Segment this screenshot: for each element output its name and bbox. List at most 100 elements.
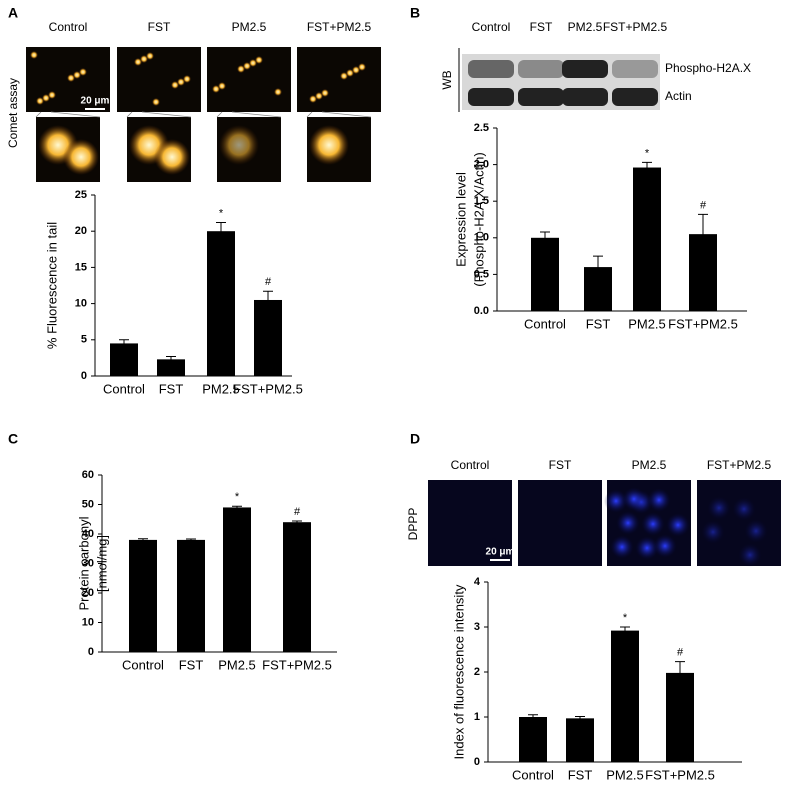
error-bar: [593, 255, 603, 279]
micrograph-spot: [183, 75, 191, 83]
y-tick-label: 5: [81, 334, 87, 346]
y-tick-label: 2: [474, 666, 480, 678]
blot-band: [468, 60, 514, 78]
micrograph-spot: [653, 534, 677, 558]
zoom-line: [50, 111, 101, 118]
y-axis-label: Index of fluorescence intensity: [451, 584, 466, 759]
row-label: WB: [440, 70, 454, 89]
micrograph-spot: [616, 511, 640, 535]
x-tick-label: Control: [524, 316, 566, 331]
micrograph-spot: [73, 71, 81, 79]
error-bar: [263, 290, 273, 309]
blot-label: Actin: [665, 89, 692, 103]
x-tick-label: FST: [159, 381, 184, 396]
bar: [633, 167, 661, 311]
error-bar: [216, 222, 226, 240]
panel-label: D: [410, 431, 420, 447]
micrograph-spot: [134, 58, 142, 66]
bar: [566, 718, 594, 762]
micrograph-spot: [622, 487, 646, 511]
micrograph-spot: [346, 69, 354, 77]
blot-label: Phospho-H2A.X: [665, 61, 751, 75]
micrograph-spot: [237, 65, 245, 73]
error-bar: [642, 161, 652, 173]
image-column-label: PM2.5: [232, 20, 267, 34]
micrograph-spot: [255, 56, 263, 64]
micrograph-spot: [315, 92, 323, 100]
bar: [531, 237, 559, 311]
error-bar: [540, 231, 550, 244]
error-bar: [138, 538, 148, 542]
y-axis-label: % Fluorescence in tail: [44, 222, 59, 349]
error-bar: [620, 626, 630, 635]
x-tick-label: FST+PM2.5: [668, 316, 738, 331]
bar: [110, 343, 138, 376]
lane-label: PM2.5: [568, 20, 603, 34]
y-tick-label: 40: [82, 528, 94, 540]
x-tick-label: PM2.5: [218, 657, 256, 672]
micrograph: [428, 480, 512, 566]
micrograph-spot: [140, 55, 148, 63]
y-tick-label: 50: [82, 498, 94, 510]
image-column-label: FST+PM2.5: [707, 458, 772, 472]
y-tick-label: 1: [474, 711, 480, 723]
y-tick-label: 1.5: [474, 195, 489, 207]
micrograph: [207, 47, 291, 112]
y-tick-label: 20: [82, 587, 94, 599]
micrograph-spot: [79, 68, 87, 76]
y-axis-label: [nmol/mg]: [94, 535, 109, 592]
micrograph-spot: [352, 66, 360, 74]
micrograph-spot: [641, 512, 665, 536]
y-tick-label: 0: [81, 370, 87, 382]
bar: [611, 630, 639, 762]
image-column-label: PM2.5: [632, 458, 667, 472]
panel-label: B: [410, 5, 420, 21]
micrograph-spot: [243, 62, 251, 70]
bar: [207, 231, 235, 376]
micrograph-spot: [146, 52, 154, 60]
micrograph: [518, 480, 602, 566]
micrograph-spot: [249, 59, 257, 67]
zoom-line: [35, 111, 42, 118]
x-tick-label: FST: [586, 316, 611, 331]
y-tick-label: 30: [82, 557, 94, 569]
micrograph-spot: [744, 519, 768, 543]
bar: [283, 522, 311, 652]
y-axis-label: (Phospho-H2A.X/Actin): [471, 152, 486, 286]
y-tick-label: 25: [75, 189, 87, 201]
zoom-line: [321, 111, 372, 118]
y-tick-label: 2.5: [474, 122, 489, 134]
significance-mark: *: [219, 207, 224, 219]
micrograph: [297, 47, 381, 112]
zoom-line: [306, 111, 313, 118]
micrograph-spot: [604, 489, 628, 513]
y-tick-label: 0: [88, 646, 94, 658]
significance-mark: #: [265, 276, 272, 288]
micrograph-spot: [309, 95, 317, 103]
blot-band: [518, 60, 564, 78]
micrograph-spot: [358, 63, 366, 71]
micrograph-spot: [635, 536, 659, 560]
comet: [309, 125, 349, 165]
significance-mark: #: [294, 506, 301, 518]
x-tick-label: FST: [568, 767, 593, 782]
panel-label: C: [8, 431, 18, 447]
micrograph-spot: [732, 497, 756, 521]
micrograph-spot: [36, 97, 44, 105]
error-bar: [575, 716, 585, 721]
error-bar: [528, 714, 538, 720]
bar: [254, 299, 282, 376]
blot-band: [518, 88, 564, 106]
micrograph-spot: [48, 91, 56, 99]
bar: [129, 539, 157, 652]
x-tick-label: PM2.5: [606, 767, 644, 782]
micrograph-spot: [218, 82, 226, 90]
micrograph-spot: [647, 488, 671, 512]
x-tick-label: Control: [512, 767, 554, 782]
micrograph-spot: [30, 51, 38, 59]
micrograph-spot: [212, 85, 220, 93]
significance-mark: *: [623, 612, 628, 624]
row-label: Comet assay: [6, 78, 20, 148]
micrograph-spot: [67, 74, 75, 82]
